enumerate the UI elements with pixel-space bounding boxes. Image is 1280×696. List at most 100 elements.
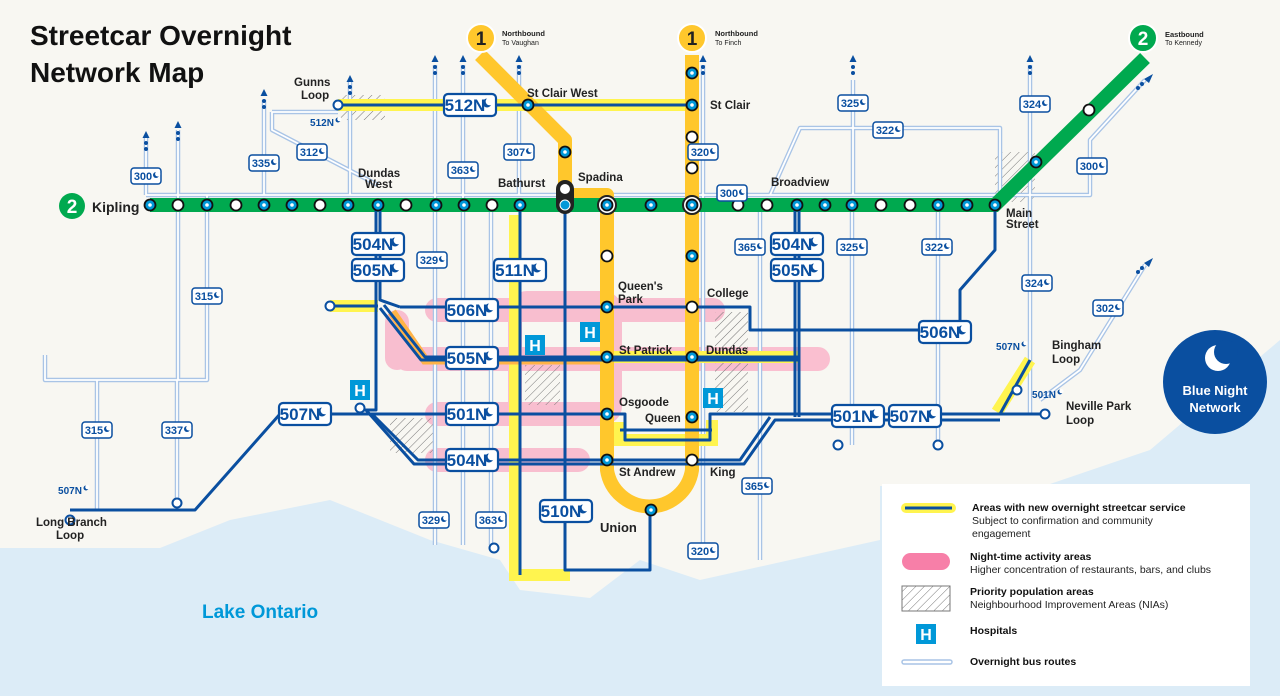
accessible-station-icon[interactable] — [960, 198, 974, 212]
bus-route-badge[interactable]: 322 — [921, 238, 953, 256]
streetcar-route-badge[interactable]: 510N — [538, 498, 594, 524]
loop-terminal-icon[interactable] — [832, 439, 844, 451]
accessible-station-icon[interactable] — [644, 503, 658, 517]
bus-route-badge[interactable]: 315 — [191, 287, 223, 305]
loop-terminal-icon[interactable] — [64, 514, 76, 526]
streetcar-route-badge[interactable]: 504N — [444, 447, 500, 473]
streetcar-route-badge[interactable]: 505N — [444, 345, 500, 371]
station-icon[interactable] — [685, 130, 699, 144]
station-icon[interactable] — [485, 198, 499, 212]
accessible-station-icon[interactable] — [818, 198, 832, 212]
station-icon[interactable] — [229, 198, 243, 212]
accessible-station-icon[interactable] — [685, 98, 699, 112]
station-icon[interactable] — [685, 300, 699, 314]
accessible-station-icon[interactable] — [597, 195, 617, 215]
streetcar-route-badge[interactable]: 507N — [277, 401, 333, 427]
bus-route-badge[interactable]: 329 — [418, 511, 450, 529]
station-label-spadina: Spadina — [578, 172, 623, 184]
accessible-station-icon[interactable] — [790, 198, 804, 212]
station-icon[interactable] — [1082, 103, 1096, 117]
accessible-station-icon[interactable] — [429, 198, 443, 212]
accessible-station-icon[interactable] — [513, 198, 527, 212]
moon-icon — [710, 147, 718, 154]
loop-terminal-icon[interactable] — [354, 402, 366, 414]
accessible-station-icon[interactable] — [685, 350, 699, 364]
streetcar-route-badge[interactable]: 504N — [769, 231, 825, 257]
bus-route-badge[interactable]: 300 — [1076, 157, 1108, 175]
station-icon[interactable] — [760, 198, 774, 212]
streetcar-route-badge[interactable]: 512N — [442, 92, 498, 118]
streetcar-route-badge[interactable]: 501N — [830, 403, 886, 429]
accessible-station-icon[interactable] — [200, 198, 214, 212]
accessible-station-icon[interactable] — [600, 407, 614, 421]
spadina-interchange-icon[interactable] — [556, 180, 574, 214]
loop-terminal-icon[interactable] — [1039, 408, 1051, 420]
bus-route-badge[interactable]: 335 — [248, 154, 280, 172]
streetcar-route-badge[interactable]: 511N — [492, 257, 548, 283]
loop-terminal-icon[interactable] — [488, 542, 500, 554]
bus-route-badge[interactable]: 324 — [1019, 95, 1051, 113]
accessible-station-icon[interactable] — [143, 198, 157, 212]
accessible-station-icon[interactable] — [600, 350, 614, 364]
bus-route-badge[interactable]: 325 — [837, 94, 869, 112]
arrow-up-icon — [260, 89, 268, 109]
bus-route-badge[interactable]: 365 — [734, 238, 766, 256]
accessible-station-icon[interactable] — [931, 198, 945, 212]
bus-route-badge[interactable]: 300 — [716, 184, 748, 202]
accessible-station-icon[interactable] — [341, 198, 355, 212]
bus-route-badge[interactable]: 315 — [81, 421, 113, 439]
station-icon[interactable] — [874, 198, 888, 212]
streetcar-route-badge[interactable]: 501N — [444, 401, 500, 427]
accessible-station-icon[interactable] — [257, 198, 271, 212]
station-icon[interactable] — [600, 249, 614, 263]
loop-terminal-icon[interactable] — [332, 99, 344, 111]
loop-terminal-icon[interactable] — [324, 300, 336, 312]
accessible-station-icon[interactable] — [521, 98, 535, 112]
accessible-station-icon[interactable] — [845, 198, 859, 212]
streetcar-route-badge[interactable]: 506N — [917, 319, 973, 345]
bus-route-badge[interactable]: 302 — [1092, 299, 1124, 317]
bus-route-badge[interactable]: 363 — [447, 161, 479, 179]
bus-route-badge[interactable]: 365 — [741, 477, 773, 495]
loop-terminal-icon[interactable] — [1011, 384, 1023, 396]
streetcar-route-badge[interactable]: 505N — [350, 257, 406, 283]
bus-route-badge[interactable]: 307 — [503, 143, 535, 161]
bus-route-badge[interactable]: 300 — [130, 167, 162, 185]
accessible-station-icon[interactable] — [1029, 155, 1043, 169]
accessible-station-icon[interactable] — [371, 198, 385, 212]
bus-route-badge[interactable]: 337 — [161, 421, 193, 439]
accessible-station-icon[interactable] — [682, 195, 702, 215]
accessible-station-icon[interactable] — [457, 198, 471, 212]
accessible-station-icon[interactable] — [685, 66, 699, 80]
bus-route-badge[interactable]: 320 — [687, 143, 719, 161]
bus-route-badge[interactable]: 320 — [687, 542, 719, 560]
bus-route-badge[interactable]: 363 — [475, 511, 507, 529]
loop-terminal-icon[interactable] — [171, 497, 183, 509]
streetcar-route-badge[interactable]: 507N — [887, 403, 943, 429]
loop-terminal-icon[interactable] — [932, 439, 944, 451]
station-icon[interactable] — [171, 198, 185, 212]
station-icon[interactable] — [685, 161, 699, 175]
accessible-station-icon[interactable] — [558, 145, 572, 159]
streetcar-route-badge[interactable]: 506N — [444, 297, 500, 323]
accessible-station-icon[interactable] — [285, 198, 299, 212]
bus-route-badge[interactable]: 322 — [872, 121, 904, 139]
station-icon[interactable] — [313, 198, 327, 212]
accessible-station-icon[interactable] — [685, 410, 699, 424]
streetcar-route-badge[interactable]: 505N — [769, 257, 825, 283]
station-label-main-1: Main — [1006, 208, 1032, 220]
station-icon[interactable] — [685, 453, 699, 467]
bus-route-badge[interactable]: 325 — [836, 238, 868, 256]
streetcar-route-badge[interactable]: 504N — [350, 231, 406, 257]
accessible-station-icon[interactable] — [685, 249, 699, 263]
station-icon[interactable] — [399, 198, 413, 212]
station-icon[interactable] — [903, 198, 917, 212]
bus-route-badge[interactable]: 329 — [416, 251, 448, 269]
accessible-station-icon[interactable] — [600, 453, 614, 467]
accessible-station-icon[interactable] — [600, 300, 614, 314]
bus-route-badge[interactable]: 312 — [296, 143, 328, 161]
accessible-station-icon[interactable] — [644, 198, 658, 212]
accessible-station-icon[interactable] — [988, 198, 1002, 212]
legend-item-new-service: Areas with new overnight streetcar servi… — [901, 502, 1186, 540]
bus-route-badge[interactable]: 324 — [1021, 274, 1053, 292]
